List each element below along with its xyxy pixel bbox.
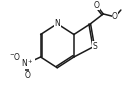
Text: $^{-}$O: $^{-}$O xyxy=(9,50,21,61)
Text: S: S xyxy=(92,42,97,51)
Text: O: O xyxy=(93,1,99,10)
Text: O: O xyxy=(112,12,118,21)
Text: N$^+$: N$^+$ xyxy=(22,57,34,69)
Text: N: N xyxy=(54,19,60,28)
Text: O: O xyxy=(25,71,31,80)
